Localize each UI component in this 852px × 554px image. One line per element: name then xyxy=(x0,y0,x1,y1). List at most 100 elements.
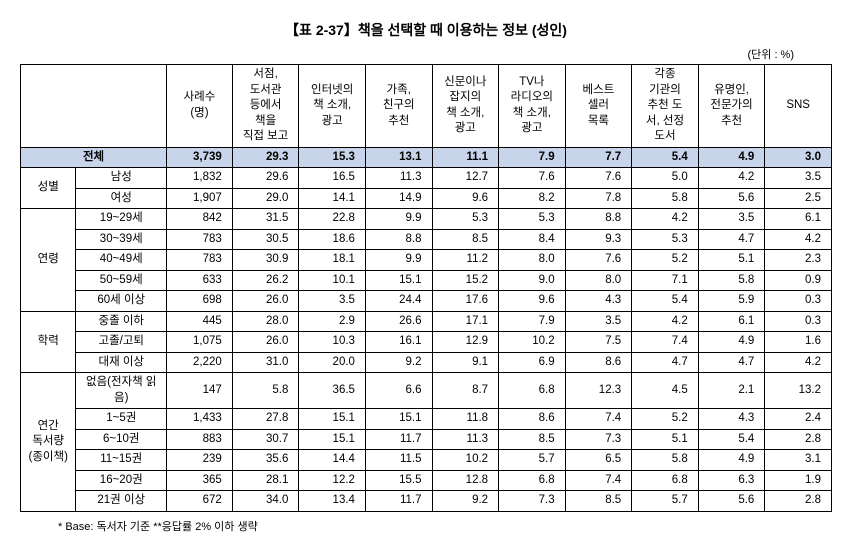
data-cell: 8.7 xyxy=(432,373,499,409)
total-cell: 7.9 xyxy=(499,147,566,168)
data-cell: 5.4 xyxy=(698,429,765,450)
row-label: 50~59세 xyxy=(76,270,167,291)
data-cell: 5.6 xyxy=(698,188,765,209)
data-cell: 8.6 xyxy=(565,352,632,373)
data-cell: 7.4 xyxy=(565,409,632,430)
column-header: 인터넷의 책 소개, 광고 xyxy=(299,65,366,148)
data-cell: 9.2 xyxy=(365,352,432,373)
row-label: 중졸 이하 xyxy=(76,311,167,332)
data-cell: 14.4 xyxy=(299,450,366,471)
table-row: 성별남성1,83229.616.511.312.77.67.65.04.23.5 xyxy=(21,168,832,189)
data-cell: 2.4 xyxy=(765,409,832,430)
data-cell: 12.3 xyxy=(565,373,632,409)
total-label: 전체 xyxy=(21,147,167,168)
table-row: 21권 이상67234.013.411.79.27.38.55.75.62.8 xyxy=(21,491,832,512)
data-cell: 9.9 xyxy=(365,209,432,230)
data-cell: 11.7 xyxy=(365,429,432,450)
data-cell: 14.1 xyxy=(299,188,366,209)
row-label: 30~39세 xyxy=(76,229,167,250)
data-cell: 12.8 xyxy=(432,470,499,491)
data-cell: 7.4 xyxy=(632,332,699,353)
data-cell: 6.9 xyxy=(499,352,566,373)
data-cell: 7.6 xyxy=(499,168,566,189)
data-cell: 633 xyxy=(167,270,233,291)
data-cell: 9.0 xyxy=(499,270,566,291)
data-cell: 12.2 xyxy=(299,470,366,491)
data-cell: 5.3 xyxy=(632,229,699,250)
total-cell: 13.1 xyxy=(365,147,432,168)
total-cell: 4.9 xyxy=(698,147,765,168)
data-cell: 6.1 xyxy=(698,311,765,332)
row-label: 남성 xyxy=(76,168,167,189)
data-cell: 4.2 xyxy=(632,209,699,230)
row-label: 없음(전자책 읽음) xyxy=(76,373,167,409)
data-cell: 4.2 xyxy=(698,168,765,189)
data-cell: 6.3 xyxy=(698,470,765,491)
data-cell: 9.6 xyxy=(499,291,566,312)
row-label: 고졸/고퇴 xyxy=(76,332,167,353)
table-row: 고졸/고퇴1,07526.010.316.112.910.27.57.44.91… xyxy=(21,332,832,353)
data-cell: 5.2 xyxy=(632,250,699,271)
total-cell: 15.3 xyxy=(299,147,366,168)
group-label: 학력 xyxy=(21,311,76,373)
table-row: 대재 이상2,22031.020.09.29.16.98.64.74.74.2 xyxy=(21,352,832,373)
data-cell: 5.8 xyxy=(632,450,699,471)
group-label: 연간 독서량 (종이책) xyxy=(21,373,76,512)
data-cell: 26.0 xyxy=(232,291,299,312)
data-cell: 5.9 xyxy=(698,291,765,312)
data-cell: 6.6 xyxy=(365,373,432,409)
data-cell: 365 xyxy=(167,470,233,491)
row-label: 11~15권 xyxy=(76,450,167,471)
data-cell: 9.9 xyxy=(365,250,432,271)
data-cell: 10.2 xyxy=(432,450,499,471)
total-cell: 3,739 xyxy=(167,147,233,168)
data-cell: 4.7 xyxy=(698,229,765,250)
table-body: 전체3,73929.315.313.111.17.97.75.44.93.0성별… xyxy=(21,147,832,511)
data-cell: 30.9 xyxy=(232,250,299,271)
data-cell: 14.9 xyxy=(365,188,432,209)
data-cell: 8.0 xyxy=(565,270,632,291)
column-header: 베스트 셀러 목록 xyxy=(565,65,632,148)
data-cell: 2.9 xyxy=(299,311,366,332)
data-cell: 8.5 xyxy=(432,229,499,250)
data-cell: 1,075 xyxy=(167,332,233,353)
data-cell: 6.8 xyxy=(632,470,699,491)
column-header: 유명인, 전문가의 추천 xyxy=(698,65,765,148)
data-cell: 842 xyxy=(167,209,233,230)
data-cell: 7.8 xyxy=(565,188,632,209)
data-cell: 16.5 xyxy=(299,168,366,189)
data-cell: 445 xyxy=(167,311,233,332)
data-cell: 20.0 xyxy=(299,352,366,373)
data-cell: 15.5 xyxy=(365,470,432,491)
data-cell: 147 xyxy=(167,373,233,409)
data-cell: 4.7 xyxy=(698,352,765,373)
data-cell: 4.5 xyxy=(632,373,699,409)
table-row: 연간 독서량 (종이책)없음(전자책 읽음)1475.836.56.68.76.… xyxy=(21,373,832,409)
data-cell: 15.1 xyxy=(299,429,366,450)
column-header: 각종 기관의 추천 도 서, 선정 도서 xyxy=(632,65,699,148)
data-cell: 5.3 xyxy=(432,209,499,230)
data-cell: 4.2 xyxy=(765,229,832,250)
data-cell: 24.4 xyxy=(365,291,432,312)
table-row: 30~39세78330.518.68.88.58.49.35.34.74.2 xyxy=(21,229,832,250)
data-cell: 8.4 xyxy=(499,229,566,250)
data-cell: 31.5 xyxy=(232,209,299,230)
table-row: 16~20권36528.112.215.512.86.87.46.86.31.9 xyxy=(21,470,832,491)
data-cell: 8.6 xyxy=(499,409,566,430)
data-cell: 672 xyxy=(167,491,233,512)
data-cell: 6.8 xyxy=(499,470,566,491)
data-cell: 30.7 xyxy=(232,429,299,450)
total-cell: 7.7 xyxy=(565,147,632,168)
column-header: TV나 라디오의 책 소개, 광고 xyxy=(499,65,566,148)
data-cell: 1,832 xyxy=(167,168,233,189)
data-cell: 6.8 xyxy=(499,373,566,409)
data-cell: 8.5 xyxy=(565,491,632,512)
data-cell: 9.6 xyxy=(432,188,499,209)
data-cell: 0.9 xyxy=(765,270,832,291)
row-label: 여성 xyxy=(76,188,167,209)
data-cell: 1.9 xyxy=(765,470,832,491)
data-cell: 26.2 xyxy=(232,270,299,291)
data-cell: 7.6 xyxy=(565,168,632,189)
data-cell: 1.6 xyxy=(765,332,832,353)
data-cell: 15.1 xyxy=(299,409,366,430)
